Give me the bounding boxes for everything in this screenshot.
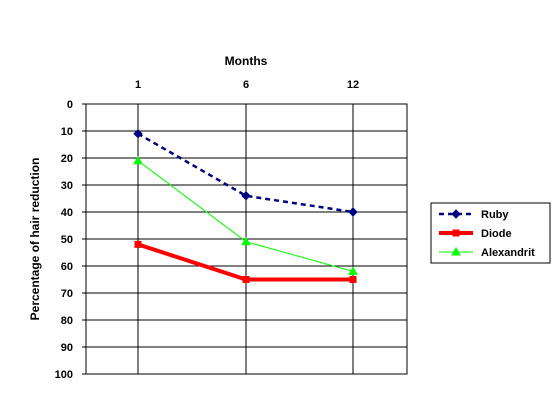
x-tick-label: 12 <box>347 79 359 91</box>
y-tick-label: 90 <box>61 342 73 354</box>
y-tick-label: 30 <box>61 180 73 192</box>
legend-item-ruby: Ruby <box>439 209 509 221</box>
y-tick-label: 60 <box>61 261 73 273</box>
legend-label-ruby: Ruby <box>481 209 509 221</box>
legend-marker-alexandrit <box>451 246 461 256</box>
legend-item-alexandrit: Alexandrit <box>439 246 535 259</box>
y-tick-label: 20 <box>61 153 73 165</box>
data-point-alexandrit <box>133 155 143 165</box>
y-axis-ticks: 0 10 20 30 40 50 60 70 80 90 100 <box>55 99 73 381</box>
y-tick-label: 10 <box>61 126 73 138</box>
y-tick-label: 100 <box>55 369 73 381</box>
x-tick-label: 1 <box>135 79 141 91</box>
data-point-ruby <box>241 191 251 201</box>
data-point-diode <box>134 240 142 248</box>
chart-series <box>133 128 358 283</box>
series-diode <box>134 240 357 283</box>
data-point-alexandrit <box>241 236 251 246</box>
y-tick-label: 80 <box>61 315 73 327</box>
legend-marker-ruby <box>451 209 461 219</box>
chart-legend: Ruby Diode Alexandrit <box>430 202 551 264</box>
data-point-alexandrit <box>348 266 358 275</box>
data-point-diode <box>242 276 250 283</box>
data-point-ruby <box>133 128 143 139</box>
x-axis-label: Months <box>225 54 268 68</box>
y-tick-label: 70 <box>61 288 73 300</box>
legend-item-diode: Diode <box>439 228 512 240</box>
x-tick-label: 6 <box>243 79 249 91</box>
data-point-diode <box>349 276 357 283</box>
y-tick-label: 0 <box>67 99 73 111</box>
chart-grid <box>82 103 408 375</box>
y-tick-label: 50 <box>61 234 73 246</box>
legend-label-diode: Diode <box>481 228 512 240</box>
series-ruby <box>133 128 358 217</box>
legend-label-alexandrit: Alexandrit <box>481 247 535 259</box>
series-alexandrit <box>133 155 358 275</box>
y-tick-label: 40 <box>61 207 73 219</box>
x-axis-ticks: 1 6 12 <box>135 79 359 91</box>
y-axis-label: Percentage of hair reduction <box>28 158 42 321</box>
legend-marker-diode <box>452 229 460 237</box>
data-point-ruby <box>348 207 358 217</box>
